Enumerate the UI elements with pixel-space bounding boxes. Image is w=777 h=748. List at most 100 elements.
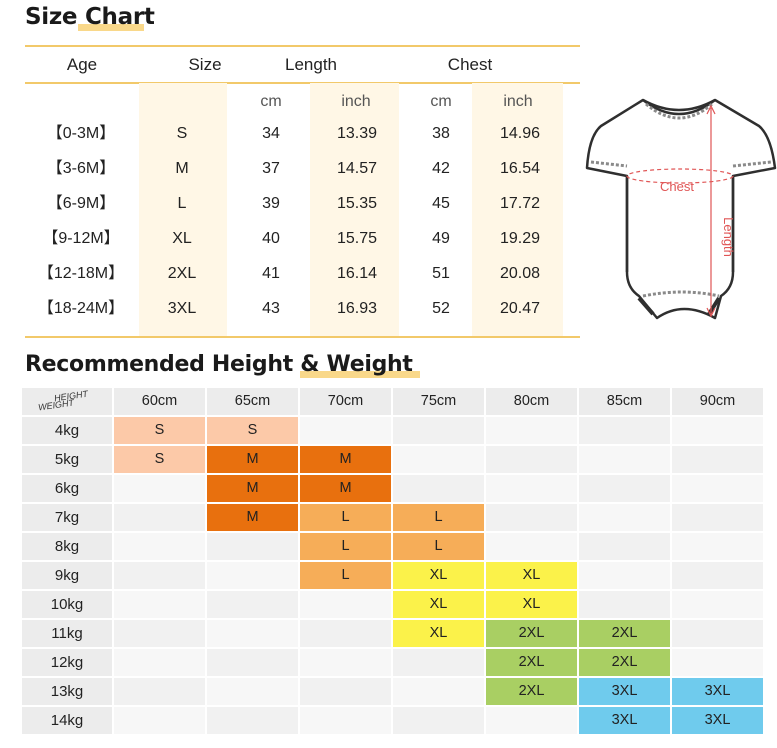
weight-label: 8kg: [22, 533, 112, 560]
empty-cell: [672, 649, 763, 676]
size-cell-size: XL: [172, 230, 192, 247]
size-cell: XL: [393, 562, 484, 589]
size-cell-length-cm: 40: [262, 230, 280, 247]
empty-cell: [579, 533, 670, 560]
size-cell: S: [114, 417, 205, 444]
size-cell: L: [300, 562, 391, 589]
size-cell-age: 【6-9M】: [46, 195, 116, 212]
empty-cell: [207, 562, 298, 589]
column-highlight: [139, 83, 227, 336]
size-cell-length-cm: 39: [262, 195, 280, 212]
chest-measure: Chest: [626, 168, 734, 194]
size-cell: 3XL: [579, 707, 670, 734]
empty-cell: [672, 562, 763, 589]
empty-cell: [300, 591, 391, 618]
size-cell-size: S: [176, 125, 188, 142]
empty-cell: [486, 475, 577, 502]
title-highlight: [78, 24, 144, 31]
size-chart-title: Size Chart: [25, 4, 155, 30]
empty-cell: [579, 591, 670, 618]
size-cell-length-cm: 37: [262, 160, 280, 177]
unit-label: cm: [430, 93, 452, 110]
size-cell-age: 【18-24M】: [37, 300, 125, 317]
size-cell: XL: [393, 591, 484, 618]
empty-cell: [300, 417, 391, 444]
empty-cell: [672, 591, 763, 618]
corner-weight-label: WEIGHT: [37, 397, 75, 413]
empty-cell: [393, 707, 484, 734]
height-header: 90cm: [672, 388, 763, 415]
unit-label: cm: [260, 93, 282, 110]
size-cell-length-inch: 15.35: [336, 195, 378, 212]
unit-label: inch: [341, 93, 371, 110]
empty-cell: [114, 475, 205, 502]
empty-cell: [393, 475, 484, 502]
column-highlight: [310, 83, 399, 336]
size-cell: XL: [393, 620, 484, 647]
empty-cell: [114, 707, 205, 734]
size-cell-age: 【12-18M】: [37, 265, 125, 282]
empty-cell: [579, 446, 670, 473]
header-size: Size: [188, 55, 222, 74]
height-weight-title: Recommended Height & Weight: [25, 352, 413, 377]
height-header: 75cm: [393, 388, 484, 415]
size-cell-chest-inch: 20.47: [499, 300, 541, 317]
size-cell-chest-inch: 16.54: [499, 160, 541, 177]
size-chart-header: Age Size Length Chest: [25, 47, 580, 82]
size-cell: M: [207, 475, 298, 502]
empty-cell: [207, 591, 298, 618]
size-cell: XL: [486, 562, 577, 589]
empty-cell: [672, 446, 763, 473]
header-top-line: [25, 45, 580, 47]
size-cell: 3XL: [579, 678, 670, 705]
empty-cell: [393, 417, 484, 444]
size-cell-chest-inch: 19.29: [499, 230, 541, 247]
size-cell-length-inch: 14.57: [336, 160, 378, 177]
onesie-illustration: [585, 98, 777, 320]
title-highlight: [300, 371, 420, 378]
weight-label: 4kg: [22, 417, 112, 444]
weight-label: 12kg: [22, 649, 112, 676]
empty-cell: [300, 707, 391, 734]
empty-cell: [672, 475, 763, 502]
empty-cell: [114, 562, 205, 589]
empty-cell: [579, 562, 670, 589]
size-cell: L: [300, 533, 391, 560]
size-cell-length-cm: 34: [262, 125, 280, 142]
size-cell-size: M: [175, 160, 189, 177]
empty-cell: [207, 533, 298, 560]
height-header: 60cm: [114, 388, 205, 415]
size-cell-age: 【9-12M】: [42, 230, 120, 247]
size-cell-age: 【3-6M】: [46, 160, 116, 177]
size-cell-chest-inch: 20.08: [499, 265, 541, 282]
grid-corner: HEIGHT WEIGHT: [22, 388, 112, 415]
empty-cell: [486, 504, 577, 531]
empty-cell: [114, 504, 205, 531]
size-cell-chest-cm: 42: [432, 160, 450, 177]
size-cell: 3XL: [672, 707, 763, 734]
height-header: 85cm: [579, 388, 670, 415]
weight-label: 5kg: [22, 446, 112, 473]
header-bottom-line: [25, 82, 580, 84]
empty-cell: [672, 620, 763, 647]
size-cell: 2XL: [486, 649, 577, 676]
empty-cell: [672, 504, 763, 531]
size-cell-length-inch: 16.93: [336, 300, 378, 317]
size-cell: 2XL: [579, 649, 670, 676]
empty-cell: [486, 707, 577, 734]
size-cell-chest-inch: 14.96: [499, 125, 541, 142]
empty-cell: [207, 678, 298, 705]
size-cell: L: [393, 504, 484, 531]
empty-cell: [579, 475, 670, 502]
height-header: 70cm: [300, 388, 391, 415]
empty-cell: [114, 678, 205, 705]
empty-cell: [207, 707, 298, 734]
weight-label: 11kg: [22, 620, 112, 647]
length-label: Length: [721, 217, 736, 257]
weight-label: 10kg: [22, 591, 112, 618]
size-cell: M: [207, 504, 298, 531]
empty-cell: [486, 446, 577, 473]
empty-cell: [672, 417, 763, 444]
size-cell-chest-cm: 45: [432, 195, 450, 212]
empty-cell: [393, 649, 484, 676]
